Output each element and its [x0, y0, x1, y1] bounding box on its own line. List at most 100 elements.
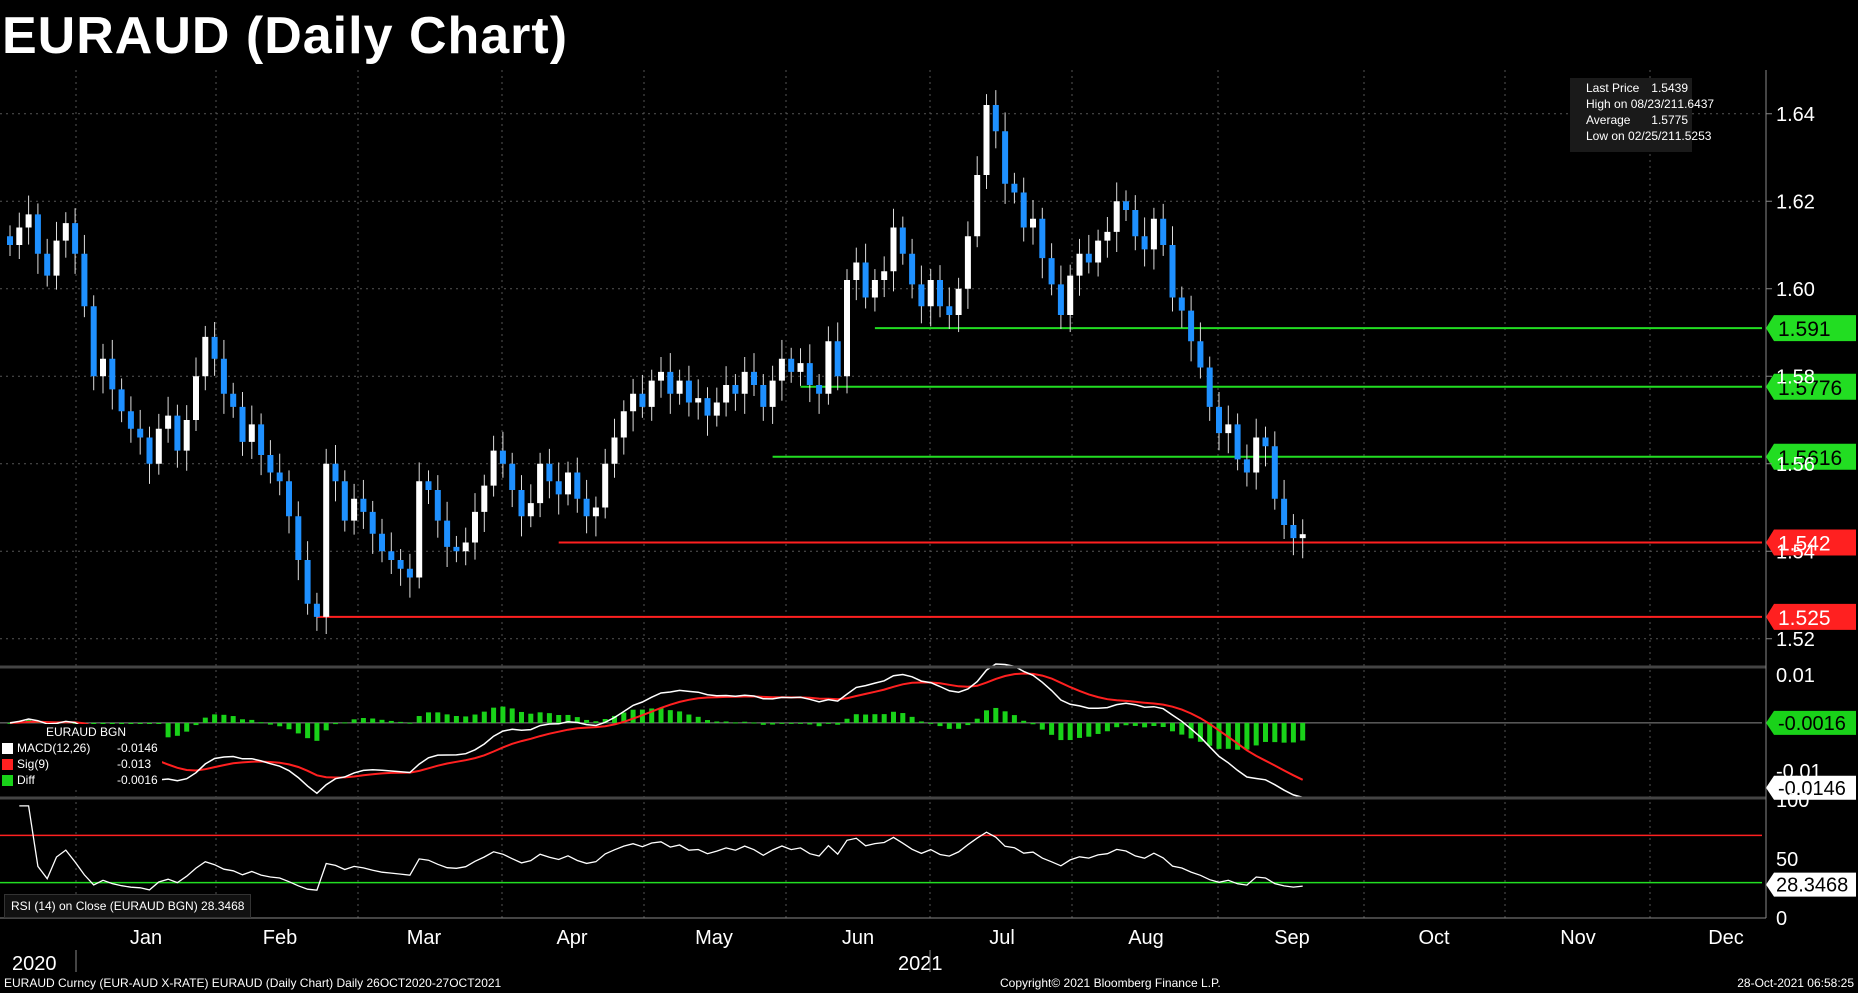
- macd-diff-bar: [918, 721, 924, 723]
- candle-body: [462, 542, 469, 552]
- candle: [565, 461, 571, 506]
- candle-body: [555, 481, 562, 495]
- candle: [834, 322, 841, 391]
- candle-body: [1039, 218, 1046, 259]
- level-label-bg: [1766, 315, 1856, 342]
- level-label: 1.542: [1766, 529, 1856, 556]
- candle-body: [16, 227, 23, 245]
- candle-body: [974, 175, 981, 237]
- candle-body: [1243, 459, 1250, 473]
- macd-tag-bg: [1766, 775, 1856, 800]
- macd-diff-bar: [379, 719, 385, 723]
- candle: [574, 457, 581, 513]
- candle: [1141, 217, 1148, 267]
- grid-lines: [0, 70, 1767, 918]
- macd-diff-bar: [230, 716, 236, 723]
- candle-body: [276, 472, 283, 482]
- candle-body: [323, 463, 330, 617]
- sig-swatch: [2, 758, 13, 770]
- candle-body: [769, 380, 776, 407]
- macd-diff-bar: [1281, 722, 1287, 743]
- candle: [379, 518, 385, 563]
- candle: [1085, 234, 1092, 274]
- candle-body: [202, 336, 209, 377]
- macd-legend-title: EURAUD BGN: [46, 725, 127, 739]
- macd-diff-bar: [909, 716, 915, 723]
- candle-body: [360, 498, 367, 512]
- candle: [937, 265, 943, 318]
- macd-diff-bar: [602, 719, 608, 723]
- macd-diff-bar: [342, 722, 348, 724]
- level-label-bg: [1766, 529, 1856, 556]
- candle-body: [853, 262, 860, 280]
- candle-body: [1216, 406, 1222, 434]
- candle: [853, 247, 860, 301]
- candle: [983, 94, 990, 189]
- rsi-line: [19, 805, 1303, 891]
- candle-body: [760, 385, 767, 407]
- macd-diff-bar: [416, 716, 422, 723]
- macd-diff-bar: [491, 707, 497, 723]
- macd-diff-bar: [528, 713, 534, 723]
- macd-diff-bar: [667, 710, 673, 723]
- candle: [332, 444, 339, 502]
- macd-diff-bar: [770, 722, 776, 725]
- candle: [1030, 199, 1036, 245]
- candle: [1253, 418, 1260, 490]
- candle: [806, 344, 813, 403]
- level-lines: 1.591 1.5776 1.5616 1.542 1.525: [316, 315, 1856, 630]
- macd-diff-bar: [1030, 722, 1036, 725]
- candle-body: [611, 437, 618, 464]
- macd-tag-text: -0.0146: [1778, 778, 1846, 800]
- candle: [1123, 190, 1129, 221]
- candle: [323, 448, 330, 634]
- candle: [258, 413, 265, 476]
- candle-body: [379, 533, 385, 552]
- candle-body: [946, 306, 953, 315]
- candle: [425, 470, 432, 504]
- macd-diff-bar: [1077, 722, 1082, 738]
- candle: [1243, 444, 1250, 487]
- macd-diff-bar: [891, 711, 896, 723]
- candle-body: [230, 393, 237, 407]
- macd-diff-bar: [974, 718, 980, 723]
- candle: [1271, 431, 1278, 510]
- macd-diff-bar: [584, 719, 590, 723]
- candle: [416, 462, 423, 589]
- candle: [611, 418, 618, 478]
- candle: [351, 483, 358, 535]
- candle-body: [509, 463, 516, 490]
- macd-diff-bar: [463, 716, 469, 723]
- candle: [220, 339, 227, 414]
- candles: [7, 90, 1306, 634]
- candle: [286, 470, 292, 534]
- macd-tag-text: -0.0016: [1778, 713, 1846, 735]
- candle: [1020, 177, 1027, 242]
- candle-body: [964, 236, 971, 289]
- level-label-bg: [1766, 373, 1856, 400]
- candle: [509, 452, 516, 508]
- candle: [918, 265, 925, 324]
- candle-body: [751, 371, 757, 385]
- macd-diff-bar: [993, 707, 999, 723]
- macd-diff-bar: [249, 719, 255, 723]
- candle-body: [1188, 310, 1195, 342]
- candle: [202, 325, 209, 391]
- candle-body: [499, 450, 506, 464]
- candle-body: [165, 415, 172, 429]
- candle: [7, 225, 13, 256]
- candle: [341, 470, 348, 532]
- macd-diff-bar: [1095, 722, 1101, 734]
- candle-body: [174, 415, 181, 451]
- rsi-tick-label: 100: [1776, 790, 1809, 812]
- candle-body: [1160, 218, 1167, 245]
- macd-diff-bar: [258, 722, 264, 724]
- candle: [648, 369, 655, 421]
- candle: [462, 527, 469, 566]
- candle-body: [453, 546, 460, 552]
- macd-diff-bar: [426, 712, 431, 723]
- macd-diff-bar: [7, 722, 13, 724]
- macd-diff-bar: [1197, 722, 1203, 742]
- macd-diff-bar: [946, 722, 952, 729]
- macd-diff-bar: [1104, 722, 1110, 732]
